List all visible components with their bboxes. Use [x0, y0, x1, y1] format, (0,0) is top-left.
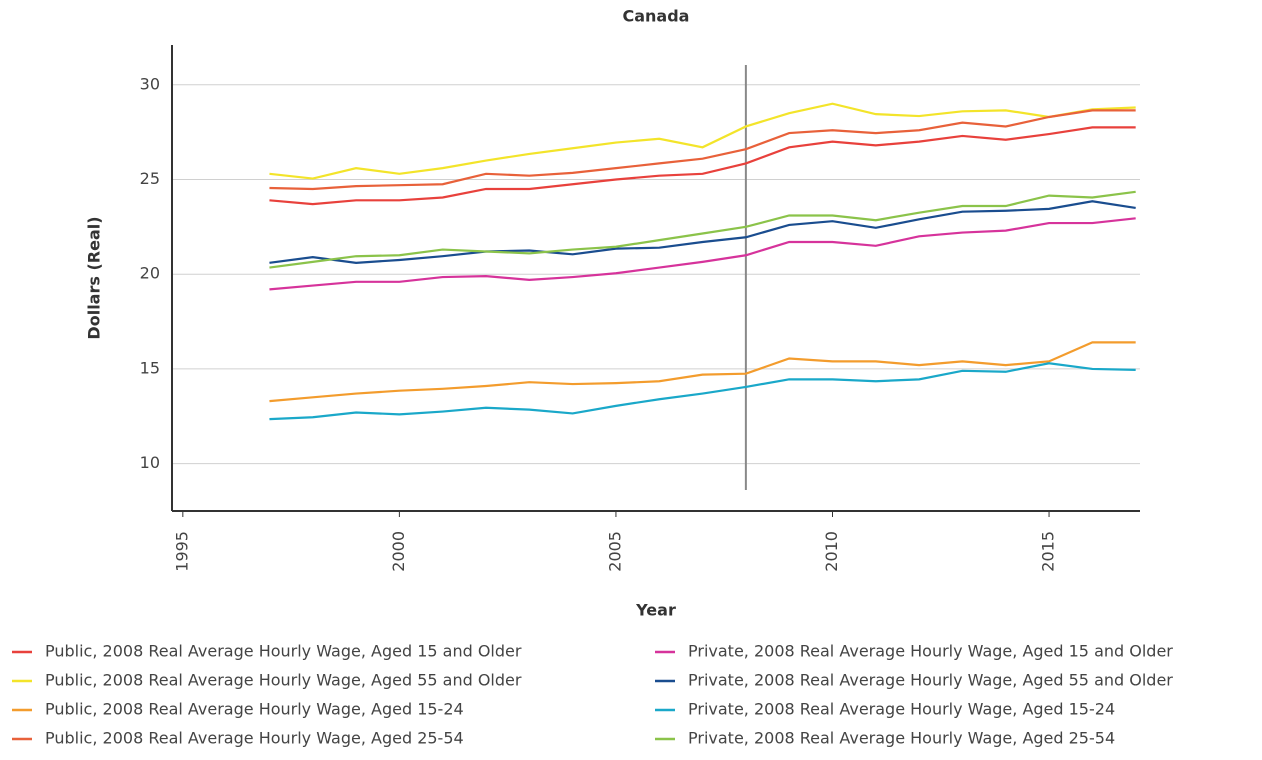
x-axis-label: Year	[635, 601, 676, 620]
y-tick-label: 10	[140, 453, 160, 472]
legend-label: Private, 2008 Real Average Hourly Wage, …	[688, 671, 1173, 690]
series-line	[269, 217, 1136, 291]
series-line	[269, 341, 1136, 403]
legend-label: Private, 2008 Real Average Hourly Wage, …	[688, 700, 1115, 719]
x-tick-label: 2005	[605, 531, 624, 572]
chart-title: Canada	[623, 7, 690, 26]
series-line	[269, 102, 1136, 180]
x-tick-label: 1995	[172, 531, 191, 572]
series-line	[269, 362, 1136, 421]
x-tick-label: 2015	[1039, 531, 1058, 572]
x-tick-label: 2000	[389, 531, 408, 572]
legend-label: Private, 2008 Real Average Hourly Wage, …	[688, 729, 1115, 748]
y-tick-label: 20	[140, 264, 160, 283]
y-tick-label: 25	[140, 169, 160, 188]
legend-label: Public, 2008 Real Average Hourly Wage, A…	[45, 671, 522, 690]
series-line	[269, 109, 1136, 191]
x-tick-label: 2010	[822, 531, 841, 572]
legend-label: Public, 2008 Real Average Hourly Wage, A…	[45, 729, 464, 748]
series-line	[269, 126, 1136, 206]
legend-label: Public, 2008 Real Average Hourly Wage, A…	[45, 700, 464, 719]
y-axis-label: Dollars (Real)	[85, 216, 104, 339]
series-line	[269, 190, 1136, 269]
series-line	[269, 200, 1136, 264]
y-tick-label: 15	[140, 358, 160, 377]
legend-label: Private, 2008 Real Average Hourly Wage, …	[688, 642, 1173, 661]
legend-label: Public, 2008 Real Average Hourly Wage, A…	[45, 642, 522, 661]
y-tick-label: 30	[140, 74, 160, 93]
